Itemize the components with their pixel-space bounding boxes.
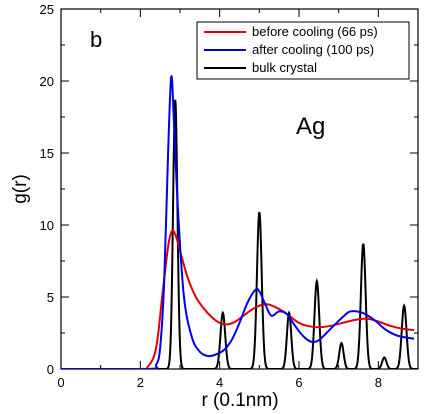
x-axis-label: r (0.1nm) <box>201 390 278 411</box>
series-bulk-crystal <box>61 99 418 369</box>
legend-label-crystal: bulk crystal <box>252 60 317 75</box>
legend: before cooling (66 ps) after cooling (10… <box>196 21 410 80</box>
series-before-cooling <box>61 229 415 369</box>
y-tick-label: 15 <box>40 146 54 161</box>
series-after-cooling <box>61 75 415 369</box>
y-tick-label: 0 <box>47 362 54 377</box>
x-tick-label: 4 <box>216 375 223 390</box>
y-tick-label: 25 <box>40 2 54 17</box>
panel-label: b <box>90 27 102 52</box>
y-tick-label: 20 <box>40 74 54 89</box>
legend-label-after: after cooling (100 ps) <box>252 42 374 57</box>
x-tick-label: 6 <box>295 375 302 390</box>
x-tick-label: 8 <box>375 375 382 390</box>
legend-label-before: before cooling (66 ps) <box>252 24 378 39</box>
y-tick-label: 10 <box>40 218 54 233</box>
y-tick-label: 5 <box>47 290 54 305</box>
series-layer <box>61 75 418 369</box>
x-tick-label: 2 <box>137 375 144 390</box>
element-label: Ag <box>296 113 325 140</box>
x-tick-label: 0 <box>57 375 64 390</box>
y-axis-label: g(r) <box>10 174 31 204</box>
